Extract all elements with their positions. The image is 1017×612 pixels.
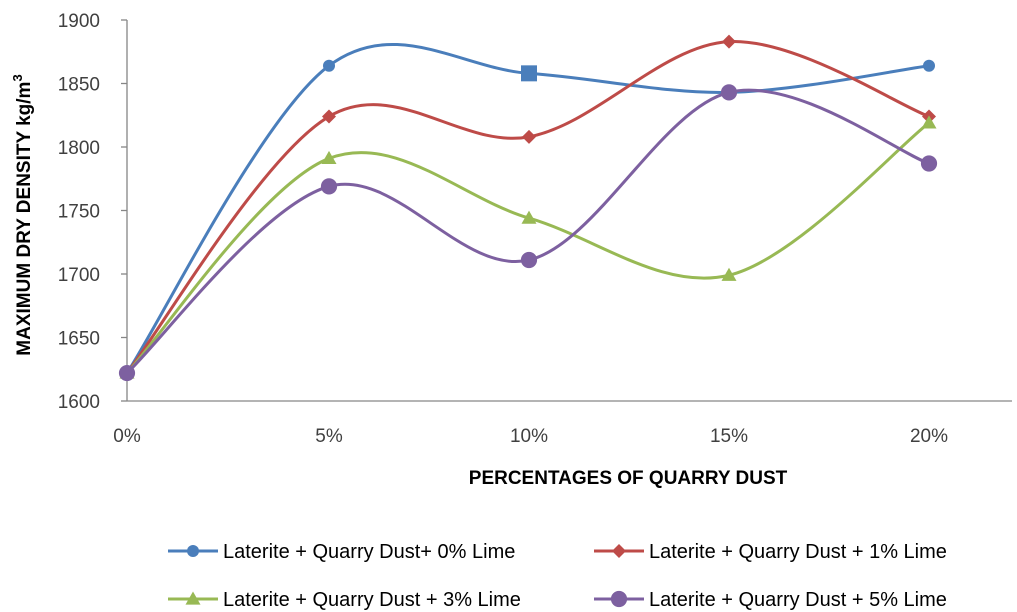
x-tick-label: 10% <box>510 426 548 447</box>
data-point <box>720 84 738 101</box>
legend-swatch-marker <box>610 590 628 608</box>
y-axis-title: MAXIMUM DRY DENSITY kg/m3 <box>10 74 35 355</box>
data-point <box>920 155 938 172</box>
y-tick-label: 1600 <box>58 392 100 413</box>
x-tick-label: 0% <box>113 426 141 447</box>
data-point <box>520 251 538 269</box>
data-point <box>923 59 935 72</box>
y-tick-label: 1850 <box>58 75 100 96</box>
data-point <box>321 150 337 165</box>
legend-item: Laterite + Quarry Dust+ 0% Lime <box>168 541 515 563</box>
series-line <box>125 121 931 375</box>
legend-label: Laterite + Quarry Dust + 5% Lime <box>649 589 947 611</box>
legend-swatch-marker <box>612 544 626 558</box>
legend-item: Laterite + Quarry Dust + 5% Lime <box>594 589 947 611</box>
y-tick-label: 1650 <box>58 329 100 350</box>
data-point <box>323 59 335 72</box>
y-tick-label: 1750 <box>58 202 100 223</box>
y-axis-title-text: MAXIMUM DRY DENSITY kg/m <box>14 82 35 356</box>
data-point <box>521 65 537 82</box>
legend-label: Laterite + Quarry Dust+ 0% Lime <box>223 541 515 563</box>
legend-label: Laterite + Quarry Dust + 1% Lime <box>649 541 947 563</box>
data-point <box>320 178 338 195</box>
data-point <box>322 109 336 124</box>
data-point <box>722 34 736 49</box>
data-point <box>721 267 737 281</box>
series-line <box>125 42 931 375</box>
legend-label: Laterite + Quarry Dust + 3% Lime <box>223 589 521 611</box>
data-point <box>522 129 536 144</box>
data-point <box>521 210 537 224</box>
data-point <box>118 364 136 382</box>
legend-item: Laterite + Quarry Dust + 3% Lime <box>168 589 521 611</box>
y-tick-labels: 1600 1650 1700 1750 1800 1850 1900 <box>58 11 100 413</box>
legend-swatch-marker <box>187 545 199 557</box>
series-lines <box>125 40 931 375</box>
y-tick-label: 1800 <box>58 138 100 159</box>
series-line <box>125 40 931 375</box>
series-markers <box>118 34 938 382</box>
legend: Laterite + Quarry Dust+ 0% Lime Laterite … <box>168 541 947 611</box>
x-tick-label: 5% <box>315 426 343 447</box>
x-axis-title: PERCENTAGES OF QUARRY DUST <box>469 468 788 489</box>
legend-item: Laterite + Quarry Dust + 1% Lime <box>594 541 947 563</box>
y-tick-label: 1700 <box>58 265 100 286</box>
x-tick-labels: 0% 5% 10% 15% 20% <box>113 426 948 447</box>
x-tick-label: 15% <box>710 426 748 447</box>
y-tick-label: 1900 <box>58 11 100 32</box>
axes <box>121 19 1012 402</box>
x-tick-label: 20% <box>910 426 948 447</box>
data-point <box>921 115 937 129</box>
legend-swatch-marker <box>185 591 201 605</box>
y-axis-title-superscript: 3 <box>10 74 25 81</box>
